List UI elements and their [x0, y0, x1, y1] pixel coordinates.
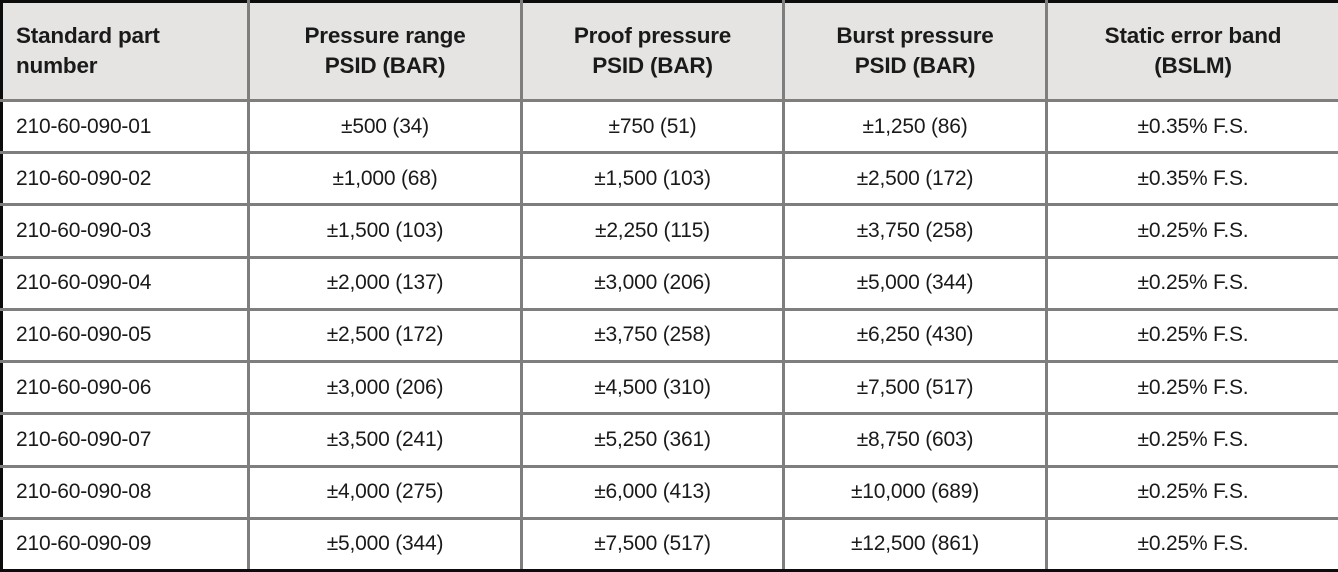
static-error-band-cell: ±0.25% F.S.	[1045, 464, 1338, 520]
part-number-cell: 210-60-090-04	[0, 255, 250, 311]
table-row: 210-60-090-03 ±1,500 (103) ±2,250 (115) …	[0, 203, 1338, 259]
static-error-band-cell: ±0.35% F.S.	[1045, 151, 1338, 207]
part-number-cell: 210-60-090-05	[0, 307, 250, 364]
proof-pressure-cell: ±7,500 (517)	[520, 516, 785, 572]
proof-pressure-cell: ±3,000 (206)	[520, 255, 785, 311]
part-number-cell: 210-60-090-06	[0, 360, 250, 416]
col-header-standard-part-number: Standard part number	[0, 0, 250, 102]
proof-pressure-cell: ±4,500 (310)	[520, 360, 785, 416]
static-error-band-cell: ±0.25% F.S.	[1045, 412, 1338, 468]
burst-pressure-cell: ±5,000 (344)	[782, 255, 1048, 311]
burst-pressure-cell: ±6,250 (430)	[782, 307, 1048, 364]
burst-pressure-cell: ±1,250 (86)	[782, 98, 1048, 155]
static-error-band-cell: ±0.35% F.S.	[1045, 98, 1338, 155]
part-number-cell: 210-60-090-07	[0, 412, 250, 468]
pressure-range-cell: ±500 (34)	[247, 98, 523, 155]
table-row: 210-60-090-07 ±3,500 (241) ±5,250 (361) …	[0, 412, 1338, 468]
pressure-range-cell: ±3,000 (206)	[247, 360, 523, 416]
table-row: 210-60-090-04 ±2,000 (137) ±3,000 (206) …	[0, 255, 1338, 311]
proof-pressure-cell: ±2,250 (115)	[520, 203, 785, 259]
col-header-pressure-range: Pressure range PSID (BAR)	[247, 0, 523, 102]
burst-pressure-cell: ±3,750 (258)	[782, 203, 1048, 259]
col-header-proof-pressure: Proof pressure PSID (BAR)	[520, 0, 785, 102]
part-number-cell: 210-60-090-08	[0, 464, 250, 520]
pressure-range-cell: ±3,500 (241)	[247, 412, 523, 468]
col-header-line: Static error band	[1104, 23, 1282, 49]
burst-pressure-cell: ±7,500 (517)	[782, 360, 1048, 416]
pressure-range-cell: ±4,000 (275)	[247, 464, 523, 520]
proof-pressure-cell: ±3,750 (258)	[520, 307, 785, 364]
static-error-band-cell: ±0.25% F.S.	[1045, 255, 1338, 311]
pressure-range-cell: ±2,500 (172)	[247, 307, 523, 364]
table-row: 210-60-090-05 ±2,500 (172) ±3,750 (258) …	[0, 307, 1338, 364]
part-number-cell: 210-60-090-03	[0, 203, 250, 259]
col-header-line: PSID (BAR)	[592, 53, 713, 78]
part-number-cell: 210-60-090-02	[0, 151, 250, 207]
col-header-line: (BSLM)	[1154, 53, 1232, 78]
pressure-range-cell: ±2,000 (137)	[247, 255, 523, 311]
col-header-line: Standard part	[16, 23, 160, 49]
table-row: 210-60-090-08 ±4,000 (275) ±6,000 (413) …	[0, 464, 1338, 520]
col-header-static-error-band: Static error band (BSLM)	[1045, 0, 1338, 102]
part-number-cell: 210-60-090-09	[0, 516, 250, 572]
static-error-band-cell: ±0.25% F.S.	[1045, 307, 1338, 364]
static-error-band-cell: ±0.25% F.S.	[1045, 516, 1338, 572]
pressure-range-cell: ±1,000 (68)	[247, 151, 523, 207]
burst-pressure-cell: ±10,000 (689)	[782, 464, 1048, 520]
col-header-line: PSID (BAR)	[324, 53, 446, 78]
burst-pressure-cell: ±12,500 (861)	[782, 516, 1048, 572]
proof-pressure-cell: ±750 (51)	[520, 98, 785, 155]
proof-pressure-cell: ±5,250 (361)	[520, 412, 785, 468]
table-row: 210-60-090-06 ±3,000 (206) ±4,500 (310) …	[0, 360, 1338, 416]
part-number-cell: 210-60-090-01	[0, 98, 250, 155]
static-error-band-cell: ±0.25% F.S.	[1045, 360, 1338, 416]
col-header-line: PSID (BAR)	[854, 53, 976, 78]
burst-pressure-cell: ±2,500 (172)	[782, 151, 1048, 207]
table-header-row: Standard part number Pressure range PSID…	[0, 0, 1338, 102]
col-header-burst-pressure: Burst pressure PSID (BAR)	[782, 0, 1048, 102]
static-error-band-cell: ±0.25% F.S.	[1045, 203, 1338, 259]
proof-pressure-cell: ±6,000 (413)	[520, 464, 785, 520]
pressure-range-cell: ±5,000 (344)	[247, 516, 523, 572]
col-header-line: number	[16, 53, 98, 78]
table-row: 210-60-090-02 ±1,000 (68) ±1,500 (103) ±…	[0, 151, 1338, 207]
col-header-line: Pressure range	[304, 23, 466, 49]
col-header-line: Burst pressure	[836, 23, 994, 49]
pressure-range-cell: ±1,500 (103)	[247, 203, 523, 259]
proof-pressure-cell: ±1,500 (103)	[520, 151, 785, 207]
table-row: 210-60-090-01 ±500 (34) ±750 (51) ±1,250…	[0, 98, 1338, 155]
col-header-line: Proof pressure	[573, 23, 732, 49]
table-row: 210-60-090-09 ±5,000 (344) ±7,500 (517) …	[0, 516, 1338, 572]
burst-pressure-cell: ±8,750 (603)	[782, 412, 1048, 468]
